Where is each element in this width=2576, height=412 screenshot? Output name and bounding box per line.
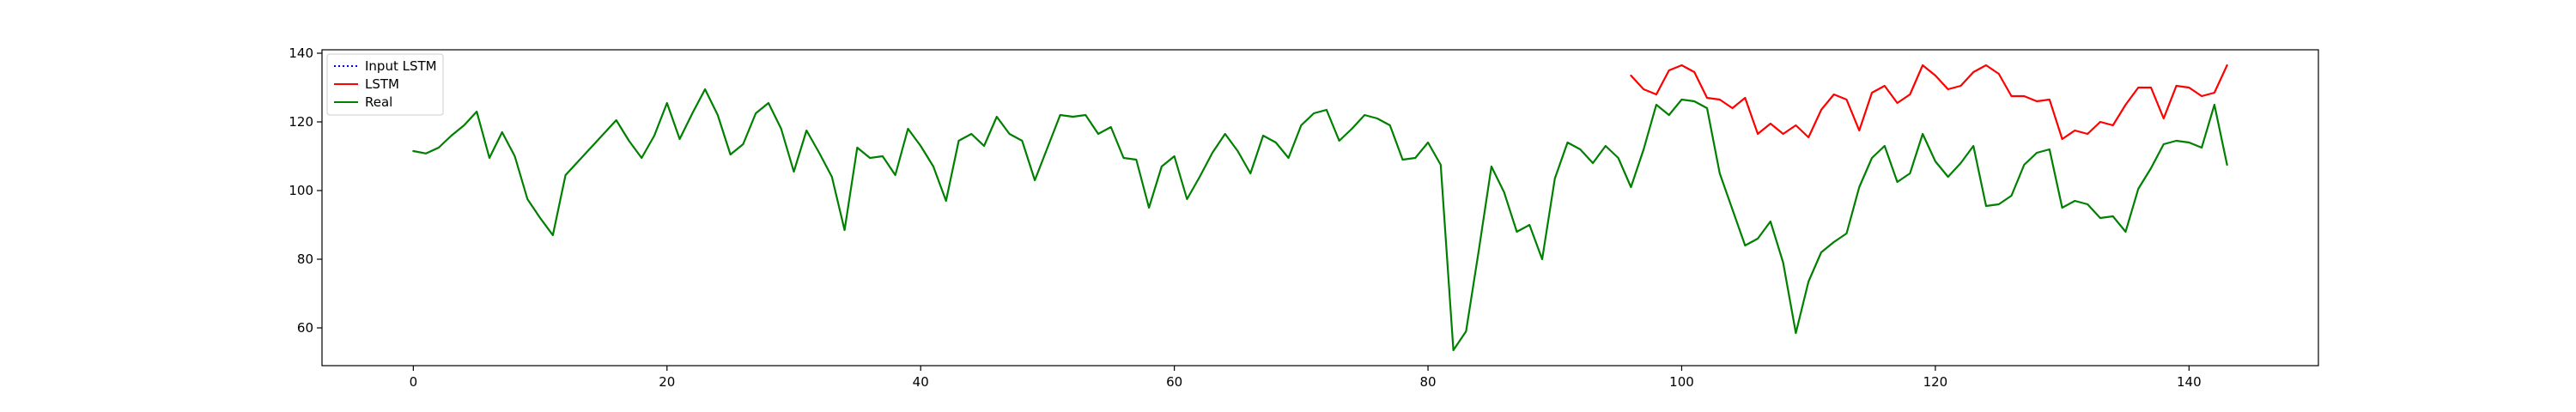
legend: Input LSTM LSTM Real [326, 53, 444, 116]
x-tick-label: 60 [1166, 374, 1182, 390]
legend-label-input-lstm: Input LSTM [365, 58, 437, 74]
legend-label-lstm: LSTM [365, 76, 399, 92]
x-tick-label: 120 [1923, 374, 1948, 390]
y-tick-label: 140 [289, 45, 313, 61]
y-tick-label: 120 [289, 114, 313, 130]
x-tick-label: 80 [1420, 374, 1437, 390]
axes-layer: 0 20 40 60 80 100 120 140 60 80 100 120 140 [289, 45, 2319, 390]
x-tick-label: 0 [410, 374, 418, 390]
series-line-lstm [1630, 64, 2228, 141]
y-tick-label: 100 [289, 183, 313, 198]
legend-box [326, 53, 444, 116]
x-tick-label: 20 [659, 374, 675, 390]
x-tick-label: 140 [2177, 374, 2202, 390]
legend-label-real: Real [365, 94, 392, 110]
plot-frame [321, 49, 2319, 367]
x-tick-label: 40 [913, 374, 929, 390]
series-line-real [412, 88, 2228, 352]
y-tick-label: 60 [297, 320, 313, 336]
series-layer [412, 64, 2228, 352]
y-tick-label: 80 [297, 251, 313, 267]
x-tick-label: 100 [1669, 374, 1694, 390]
